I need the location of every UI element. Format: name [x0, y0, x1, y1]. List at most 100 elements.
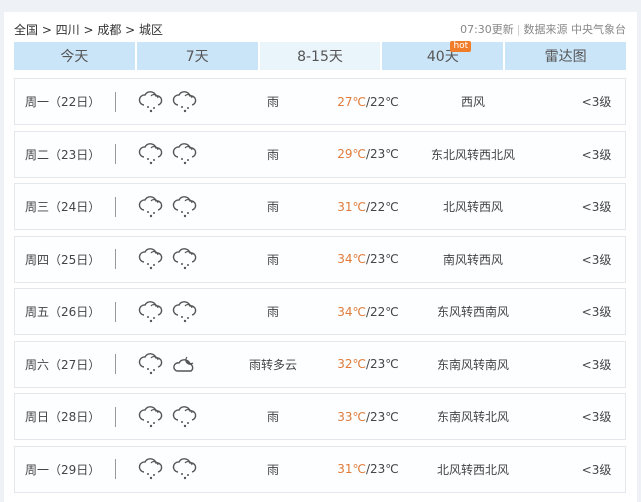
rain-icon	[138, 458, 163, 480]
temperature: 29℃/23℃	[328, 147, 408, 161]
tab-label: 7天	[185, 49, 209, 65]
forecast-row: 周一（29日） 雨 31℃/23℃ 北风转西北风 <3级	[14, 445, 626, 493]
data-source: 数据来源 中央气象台	[523, 23, 627, 36]
wind-direction: 西风	[460, 95, 485, 109]
tab-label: 今天	[60, 49, 89, 65]
divider	[115, 91, 116, 112]
rain-icon	[172, 90, 197, 112]
wind-level: <3级	[581, 305, 612, 319]
day-label: 周日（28日）	[25, 410, 101, 424]
rain-icon	[138, 248, 163, 270]
high-temp: 27℃	[337, 94, 366, 109]
divider	[115, 354, 116, 374]
weather-desc: 雨	[266, 95, 279, 109]
day-label: 周五（26日）	[25, 305, 101, 319]
rain-icon	[138, 353, 163, 375]
divider	[115, 301, 116, 322]
rain-icon	[172, 300, 197, 322]
divider	[115, 249, 116, 269]
wind-direction: 东北风转西北风	[430, 147, 515, 162]
high-temp: 29℃	[337, 147, 366, 161]
high-temp: 34℃	[337, 304, 366, 319]
weather-desc: 雨	[266, 252, 279, 267]
low-temp: /23℃	[365, 147, 399, 161]
tab-4[interactable]: 雷达图	[505, 42, 626, 70]
temperature: 34℃/22℃	[328, 305, 408, 319]
tab-2[interactable]: 8-15天	[259, 42, 381, 70]
wind-direction: 北风转西北风	[436, 462, 509, 477]
tab-0[interactable]: 今天	[14, 42, 135, 70]
low-temp: /23℃	[365, 409, 399, 424]
high-temp: 31℃	[337, 462, 366, 476]
rain-icon	[138, 143, 163, 165]
temperature: 27℃/22℃	[328, 95, 408, 109]
high-temp: 34℃	[337, 252, 366, 266]
rain-icon	[138, 90, 163, 112]
wind-direction: 东风转西南风	[436, 305, 509, 319]
forecast-row: 周五（26日） 雨 34℃/22℃ 东风转西南风 <3级	[14, 288, 626, 335]
temperature: 31℃/23℃	[328, 462, 408, 476]
cloudy-night-icon	[173, 356, 194, 372]
weather-desc: 雨转多云	[248, 357, 297, 372]
wind-level: <3级	[581, 95, 612, 109]
rain-icon	[138, 300, 163, 322]
day-label: 周一（22日）	[25, 95, 101, 109]
rain-icon	[138, 195, 163, 217]
temperature: 33℃/23℃	[328, 410, 408, 424]
tab-1[interactable]: 7天	[136, 42, 258, 70]
low-temp: /22℃	[365, 199, 399, 214]
low-temp: /22℃	[365, 304, 399, 319]
tab-3[interactable]: 40天 hot	[382, 41, 504, 70]
forecast-row: 周一（22日） 雨 27℃/22℃ 西风 <3级	[14, 78, 626, 125]
tab-label: 雷达图	[544, 49, 587, 65]
wind-level: <3级	[581, 357, 612, 372]
wind-direction: 东南风转北风	[436, 410, 509, 424]
day-label: 周四（25日）	[25, 252, 101, 267]
high-temp: 31℃	[337, 199, 366, 214]
wind-level: <3级	[581, 147, 612, 162]
forecast-row: 周三（24日） 雨 31℃/22℃ 北风转西风 <3级	[14, 183, 626, 230]
temperature: 32℃/23℃	[328, 357, 408, 371]
tab-label: 8-15天	[297, 49, 343, 65]
divider	[115, 144, 116, 164]
wind-level: <3级	[581, 252, 612, 267]
rain-icon	[172, 405, 197, 427]
low-temp: /22℃	[365, 94, 399, 109]
wind-direction: 东南风转南风	[436, 357, 509, 372]
weather-desc: 雨	[266, 147, 279, 162]
rain-icon	[172, 195, 197, 217]
breadcrumb[interactable]: 全国 > 四川 > 成都 > 城区	[14, 22, 164, 37]
rain-icon	[172, 143, 197, 165]
hot-badge: hot	[450, 41, 472, 52]
low-temp: /23℃	[365, 357, 399, 371]
weather-desc: 雨	[266, 305, 279, 319]
temperature: 31℃/22℃	[328, 200, 408, 214]
update-time: 07:30更新	[460, 23, 514, 36]
wind-direction: 北风转西风	[442, 200, 503, 214]
weather-desc: 雨	[266, 200, 279, 214]
divider	[115, 459, 116, 479]
day-label: 周三（24日）	[25, 200, 101, 214]
tab-label: 40天	[426, 49, 459, 65]
wind-level: <3级	[581, 200, 612, 214]
day-label: 周六（27日）	[25, 357, 101, 372]
rain-icon	[138, 405, 163, 427]
forecast-list: 周一（22日）雨 27℃/22℃ 西风 <3级 周二（23日）雨 29℃/23℃ 东北风转西…	[14, 78, 626, 498]
forecast-row: 周日（28日） 雨 33℃/23℃ 东南风转北风 <3级	[14, 393, 626, 440]
low-temp: /23℃	[365, 252, 399, 266]
weather-desc: 雨	[266, 410, 279, 424]
wind-level: <3级	[581, 410, 612, 424]
rain-icon	[172, 458, 197, 480]
weather-desc: 雨	[266, 462, 279, 477]
forecast-row: 周六（27日） 雨转多云 32℃/23℃ 东南风转南风 <3级	[14, 340, 626, 388]
high-temp: 32℃	[337, 357, 366, 371]
low-temp: /23℃	[365, 462, 399, 476]
divider	[115, 196, 116, 217]
rain-icon	[172, 248, 197, 270]
day-label: 周二（23日）	[25, 147, 101, 162]
wind-level: <3级	[581, 462, 612, 477]
divider	[115, 406, 116, 427]
high-temp: 33℃	[337, 409, 366, 424]
wind-direction: 南风转西风	[442, 252, 503, 267]
forecast-row: 周四（25日） 雨 34℃/23℃ 南风转西风 <3级	[14, 235, 626, 283]
